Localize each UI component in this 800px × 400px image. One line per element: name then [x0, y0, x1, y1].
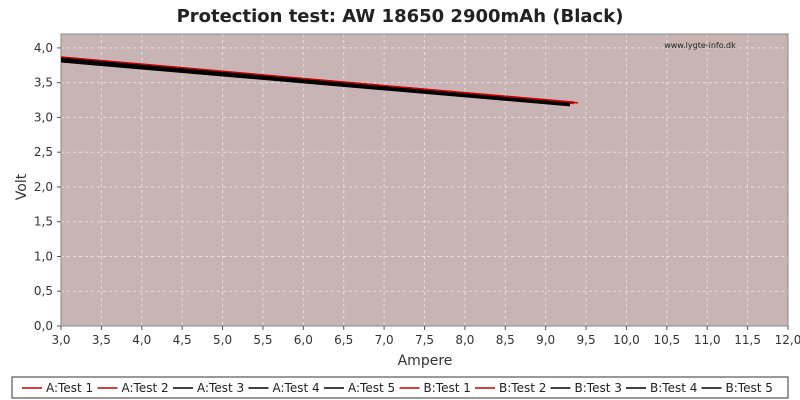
- legend-label: A:Test 3: [197, 381, 244, 395]
- y-tick-label: 2,5: [34, 145, 53, 159]
- legend-label: A:Test 1: [46, 381, 93, 395]
- x-tick-label: 11,0: [694, 333, 721, 347]
- legend-label: A:Test 2: [122, 381, 169, 395]
- x-tick-label: 6,5: [334, 333, 353, 347]
- legend-label: B:Test 4: [650, 381, 697, 395]
- watermark-text: www.lygte-info.dk: [664, 41, 736, 50]
- y-tick-label: 4,0: [34, 41, 53, 55]
- x-tick-label: 9,0: [536, 333, 555, 347]
- x-tick-label: 12,0: [775, 333, 800, 347]
- x-tick-label: 3,5: [92, 333, 111, 347]
- legend-label: A:Test 5: [348, 381, 395, 395]
- plot-area: [57, 33, 789, 330]
- y-axis-label: Volt: [14, 173, 30, 200]
- x-tick-label: 4,0: [132, 333, 151, 347]
- x-tick-label: 10,5: [653, 333, 680, 347]
- y-tick-label: 3,5: [34, 76, 53, 90]
- y-tick-label: 1,5: [34, 215, 53, 229]
- y-tick-label: 2,0: [34, 180, 53, 194]
- series-line: [60, 57, 570, 105]
- x-tick-label: 10,0: [613, 333, 640, 347]
- x-tick-label: 6,0: [294, 333, 313, 347]
- x-tick-label: 8,5: [496, 333, 515, 347]
- x-tick-label: 5,0: [213, 333, 232, 347]
- y-tick-label: 1,0: [34, 249, 53, 263]
- x-tick-label: 4,5: [173, 333, 192, 347]
- x-tick-label: 7,0: [375, 333, 394, 347]
- legend-label: B:Test 5: [726, 381, 773, 395]
- legend-label: B:Test 2: [499, 381, 546, 395]
- y-tick-label: 0,0: [34, 319, 53, 333]
- x-tick-label: 7,5: [415, 333, 434, 347]
- y-tick-label: 3,0: [34, 110, 53, 124]
- series-line: [60, 61, 570, 107]
- y-tick-label: 0,5: [34, 284, 53, 298]
- x-tick-label: 3,0: [51, 333, 70, 347]
- series-line: [60, 56, 575, 103]
- x-tick-label: 9,5: [577, 333, 596, 347]
- x-tick-label: 5,5: [253, 333, 272, 347]
- legend: A:Test 1 A:Test 2 A:Test 3 A:Test 4 A:Test 5…: [11, 376, 789, 399]
- x-tick-label: 11,5: [734, 333, 761, 347]
- x-axis-label: Ampere: [398, 353, 453, 369]
- series-line: [60, 59, 570, 106]
- x-tick-label: 8,0: [455, 333, 474, 347]
- legend-label: B:Test 1: [424, 381, 471, 395]
- legend-label: A:Test 4: [273, 381, 320, 395]
- chart-title: Protection test: AW 18650 2900mAh (Black…: [177, 6, 624, 27]
- legend-label: B:Test 3: [575, 381, 622, 395]
